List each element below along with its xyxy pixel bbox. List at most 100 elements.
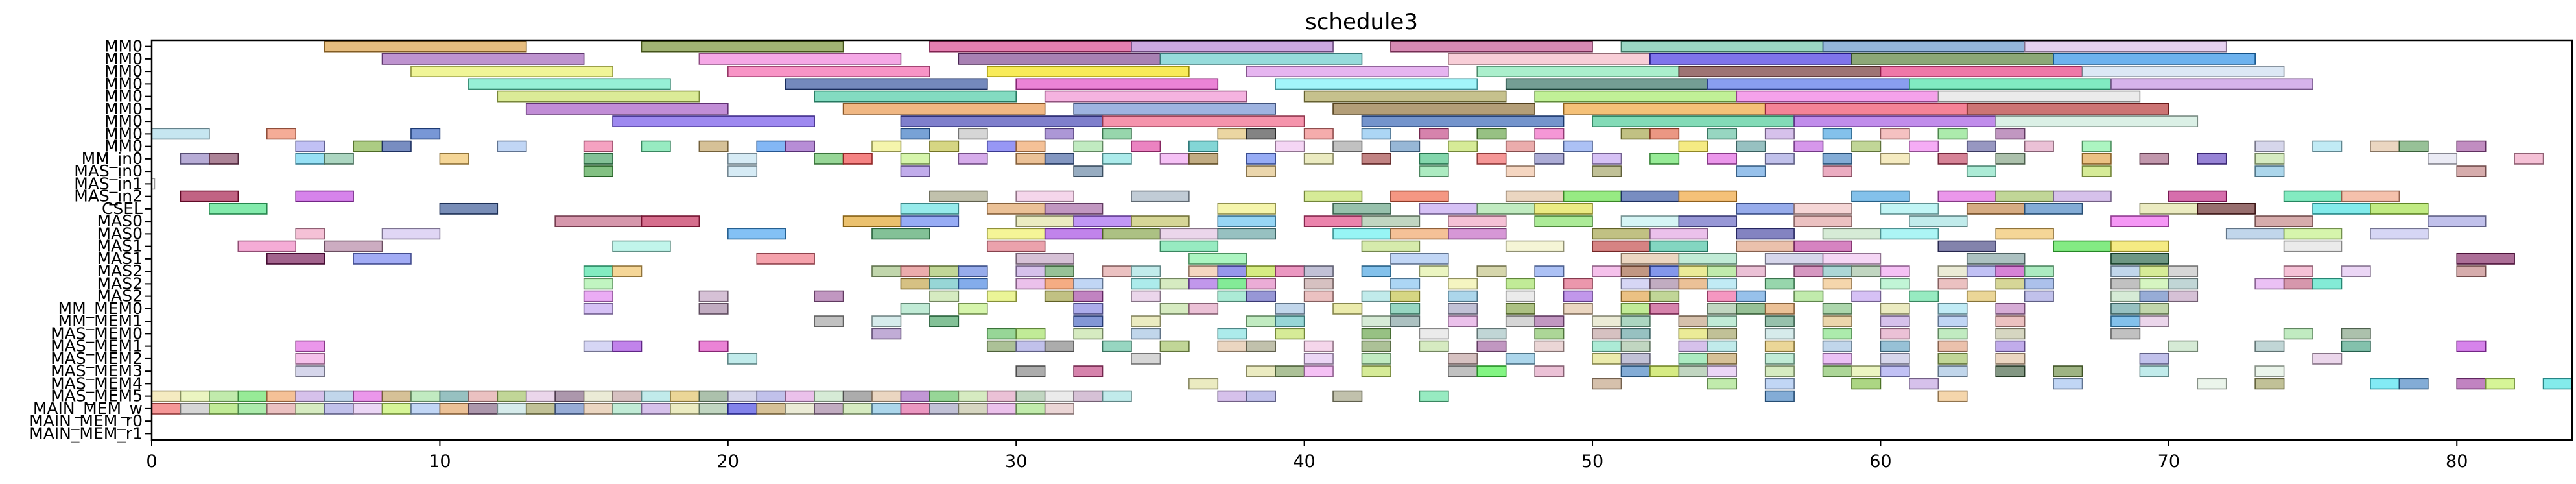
task-bar: [871, 228, 930, 240]
task-bar: [756, 390, 786, 402]
task-bar: [1649, 265, 1680, 278]
task-bar: [180, 152, 210, 165]
task-bar: [1073, 290, 1104, 302]
task-bar: [2081, 165, 2112, 178]
row-label: MAS_in0: [74, 162, 143, 180]
task-bar: [180, 390, 210, 402]
task-bar: [1678, 278, 1708, 290]
task-bar: [1217, 390, 1247, 402]
task-bar: [468, 390, 499, 402]
task-bar: [1246, 340, 1276, 352]
task-bar: [1102, 228, 1161, 240]
task-bar: [641, 402, 671, 415]
task-bar: [727, 152, 758, 165]
task-bar: [2053, 365, 2083, 378]
task-bar: [1880, 302, 1910, 315]
task-bar: [583, 390, 613, 402]
task-bar: [583, 265, 613, 278]
task-bar: [986, 402, 1017, 415]
chart-title: schedule3: [1305, 9, 1418, 35]
task-bar: [1015, 265, 1046, 278]
task-bar: [1995, 315, 2026, 328]
task-bar: [1736, 265, 1766, 278]
task-bar: [295, 190, 354, 202]
task-bar: [1909, 78, 2112, 90]
task-bar: [1764, 278, 1795, 290]
task-bar: [525, 402, 556, 415]
task-bar: [986, 140, 1017, 152]
task-bar: [1764, 352, 1795, 365]
task-bar: [1476, 152, 1507, 165]
task-bar: [1332, 228, 1391, 240]
task-bar: [1909, 378, 1939, 390]
task-bar: [670, 390, 700, 402]
x-tick-label: 20: [717, 452, 739, 472]
task-bar: [1131, 352, 1161, 365]
task-bar: [900, 278, 930, 290]
task-bar: [2341, 190, 2400, 202]
task-bar: [324, 402, 354, 415]
task-bar: [785, 390, 815, 402]
task-bar: [1822, 228, 1882, 240]
task-bar: [381, 390, 412, 402]
task-bar: [1822, 315, 1852, 328]
task-bar: [1102, 152, 1132, 165]
task-bar: [842, 215, 902, 228]
task-bar: [1937, 365, 1968, 378]
task-bar: [785, 402, 815, 415]
task-bar: [1822, 252, 1882, 265]
task-bar: [1131, 40, 1334, 53]
task-bar: [641, 215, 700, 228]
task-bar: [1620, 302, 1651, 315]
task-bar: [1563, 290, 1593, 302]
task-bar: [1937, 315, 1968, 328]
x-tick-label: 70: [2158, 452, 2180, 472]
task-bar: [2427, 152, 2458, 165]
task-bar: [2254, 152, 2285, 165]
task-bar: [1995, 228, 2054, 240]
task-bar: [2283, 228, 2343, 240]
task-bar: [2312, 140, 2343, 152]
task-bar: [1793, 140, 1824, 152]
task-bar: [1188, 152, 1219, 165]
task-bar: [1361, 315, 1391, 328]
task-bar: [1303, 190, 1363, 202]
task-bar: [180, 402, 210, 415]
row-label: MM0: [104, 112, 143, 130]
task-bar: [2081, 152, 2112, 165]
task-bar: [1793, 215, 1852, 228]
task-bar: [209, 390, 239, 402]
task-bar: [1246, 315, 1276, 328]
task-bar: [612, 390, 643, 402]
task-bar: [295, 152, 325, 165]
task-bar: [1822, 365, 1852, 378]
task-bar: [1707, 265, 1738, 278]
row-label: MM_MEM1: [58, 311, 143, 330]
task-bar: [698, 302, 729, 315]
task-bar: [266, 128, 297, 140]
row-label: MAS_MEM0: [51, 324, 143, 343]
task-bar: [1880, 315, 1910, 328]
task-bar: [2139, 302, 2169, 315]
task-bar: [2110, 78, 2313, 90]
task-bar: [727, 390, 758, 402]
task-bar: [1880, 228, 1939, 240]
task-bar: [2024, 278, 2054, 290]
task-bar: [1880, 328, 1910, 340]
task-bar: [2110, 215, 2169, 228]
task-bar: [900, 115, 1104, 128]
task-bar: [1015, 390, 1046, 402]
task-bar: [814, 402, 844, 415]
task-bar: [1649, 290, 1680, 302]
task-bar: [1448, 315, 1478, 328]
task-bar: [1880, 128, 1910, 140]
task-bar: [1764, 252, 1824, 265]
task-bar: [2139, 290, 2169, 302]
task-bar: [1188, 265, 1219, 278]
task-bar: [1620, 190, 1680, 202]
task-bar: [1275, 365, 1305, 378]
task-bar: [1044, 202, 1104, 215]
task-bar: [1361, 340, 1391, 352]
task-bar: [295, 228, 325, 240]
task-bar: [1159, 278, 1190, 290]
